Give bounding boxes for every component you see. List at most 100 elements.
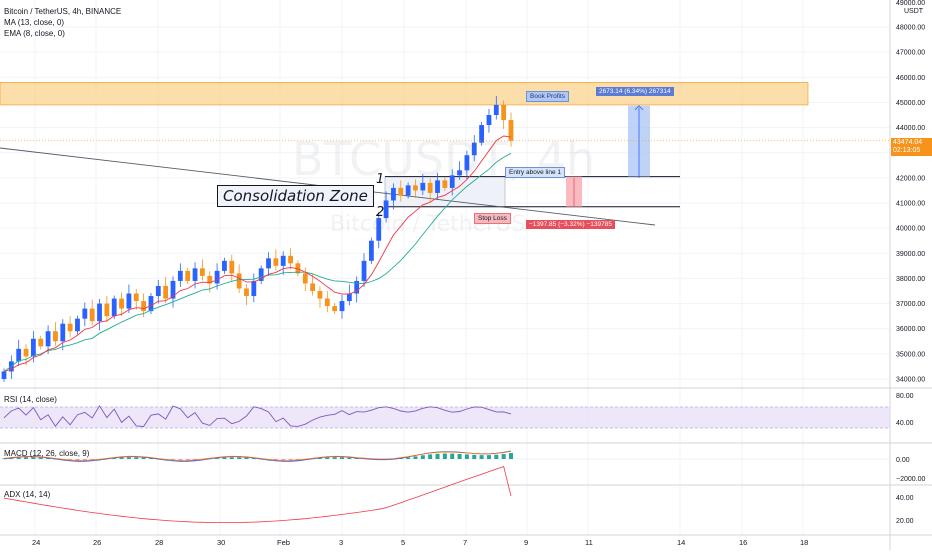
candle-body [435,180,440,193]
adx-line [3,465,512,523]
candle-52 [383,191,389,223]
time-tick: 30 [217,538,225,547]
candle-body [273,258,279,266]
candle-69 [508,112,514,147]
macd-bar [251,458,256,459]
ema-legend[interactable]: EMA (8, close, 0) [4,29,65,38]
candle-17 [126,284,132,314]
candle-16 [119,292,124,317]
macd-tick-0: 0.00 [896,457,910,464]
candle-49 [361,253,367,287]
candle-13 [97,299,102,331]
current-price-value: 43474.04 [893,139,923,146]
candle-body [354,280,360,294]
time-tick: 7 [463,538,467,547]
candle-body [244,288,249,297]
candle-55 [405,182,411,199]
macd-bar [406,457,411,459]
rsi-legend[interactable]: RSI (14, close) [4,395,57,404]
candle-body [442,180,448,188]
candle-body [163,285,169,299]
macd-bar [428,454,433,459]
candle-32 [236,264,242,294]
price-tick: 39000.00 [896,251,925,258]
macd-legend[interactable]: MACD (12, 26, close, 9) [4,449,90,458]
consolidation-rectangle [384,176,506,208]
candle-23 [170,276,176,308]
candle-body [148,296,154,312]
adx-legend[interactable]: ADX (14, 14) [4,490,51,499]
candle-body [420,182,426,191]
candle-7 [53,322,58,346]
book-profits-tag[interactable]: Book Profits [526,91,570,102]
line-2-label[interactable]: 2 [376,205,385,220]
macd-bar [413,456,418,459]
time-tick: 9 [524,538,528,547]
current-price-label: 43474.04 02:13:05 [891,138,932,156]
ma-legend[interactable]: MA (13, close, 0) [4,18,65,27]
consolidation-zone-label[interactable]: Consolidation Zone [217,185,374,207]
rsi-band [0,407,890,428]
macd-bar [509,453,513,459]
price-tick: 46000.00 [896,75,925,82]
candle-15 [111,295,117,320]
candle-62 [457,161,462,180]
candle-44 [324,291,330,313]
profit-box-label[interactable]: 2673.14 (6.34%) 267314 [596,87,674,96]
line-1-label[interactable]: 1 [376,172,385,187]
candle-body [82,308,88,319]
macd-bar [222,457,227,459]
time-tick: 14 [677,538,685,547]
candles [1,95,514,383]
candle-body [508,120,514,141]
candle-body [38,338,44,347]
candle-body [486,115,492,126]
macd-bar [501,454,506,459]
macd-bar [148,458,153,459]
price-tick: 41000.00 [896,201,925,208]
candle-50 [368,237,374,264]
time-tick: Feb [277,538,290,547]
macd-bar [31,457,36,459]
candle-6 [45,325,51,354]
macd-bar [229,457,234,459]
candle-body [317,291,323,299]
price-tick: 36000.00 [896,326,925,333]
rsi-tick-1: 40.00 [896,420,914,427]
candle-63 [464,150,470,180]
macd-bar [178,459,183,461]
candle-39 [288,248,293,270]
candle-38 [280,251,286,275]
candle-67 [493,95,499,120]
symbol-title[interactable]: Bitcoin / TetherUS, 4h, BINANCE [4,7,122,16]
candle-body [457,170,462,176]
stop-loss-tag[interactable]: Stop Loss [474,213,511,224]
candle-5 [38,335,44,350]
candle-66 [486,108,492,133]
candle-body [479,125,485,143]
candle-body [376,218,382,241]
candle-27 [199,259,205,281]
candle-body [199,268,205,276]
candle-body [111,298,117,317]
macd-bar [457,453,462,459]
price-tick-top: 49000.00 [896,0,925,7]
loss-box-label[interactable]: −1397.85 (−3.32%) −139785 [526,220,615,229]
candle-body [141,301,147,312]
candle-body [405,185,411,196]
macd-bar [464,454,469,459]
candle-31 [229,254,235,281]
time-tick: 16 [739,538,747,547]
candle-body [207,275,213,284]
time-tick: 3 [339,538,343,547]
candle-body [119,298,124,309]
macd-bar [347,457,352,459]
entry-tag[interactable]: Entry above line 1 [505,167,566,178]
macd-bar [450,453,455,459]
candle-60 [442,177,448,191]
candle-43 [317,286,323,308]
candle-47 [346,284,352,306]
macd-tick-1: −2000.00 [896,476,925,483]
